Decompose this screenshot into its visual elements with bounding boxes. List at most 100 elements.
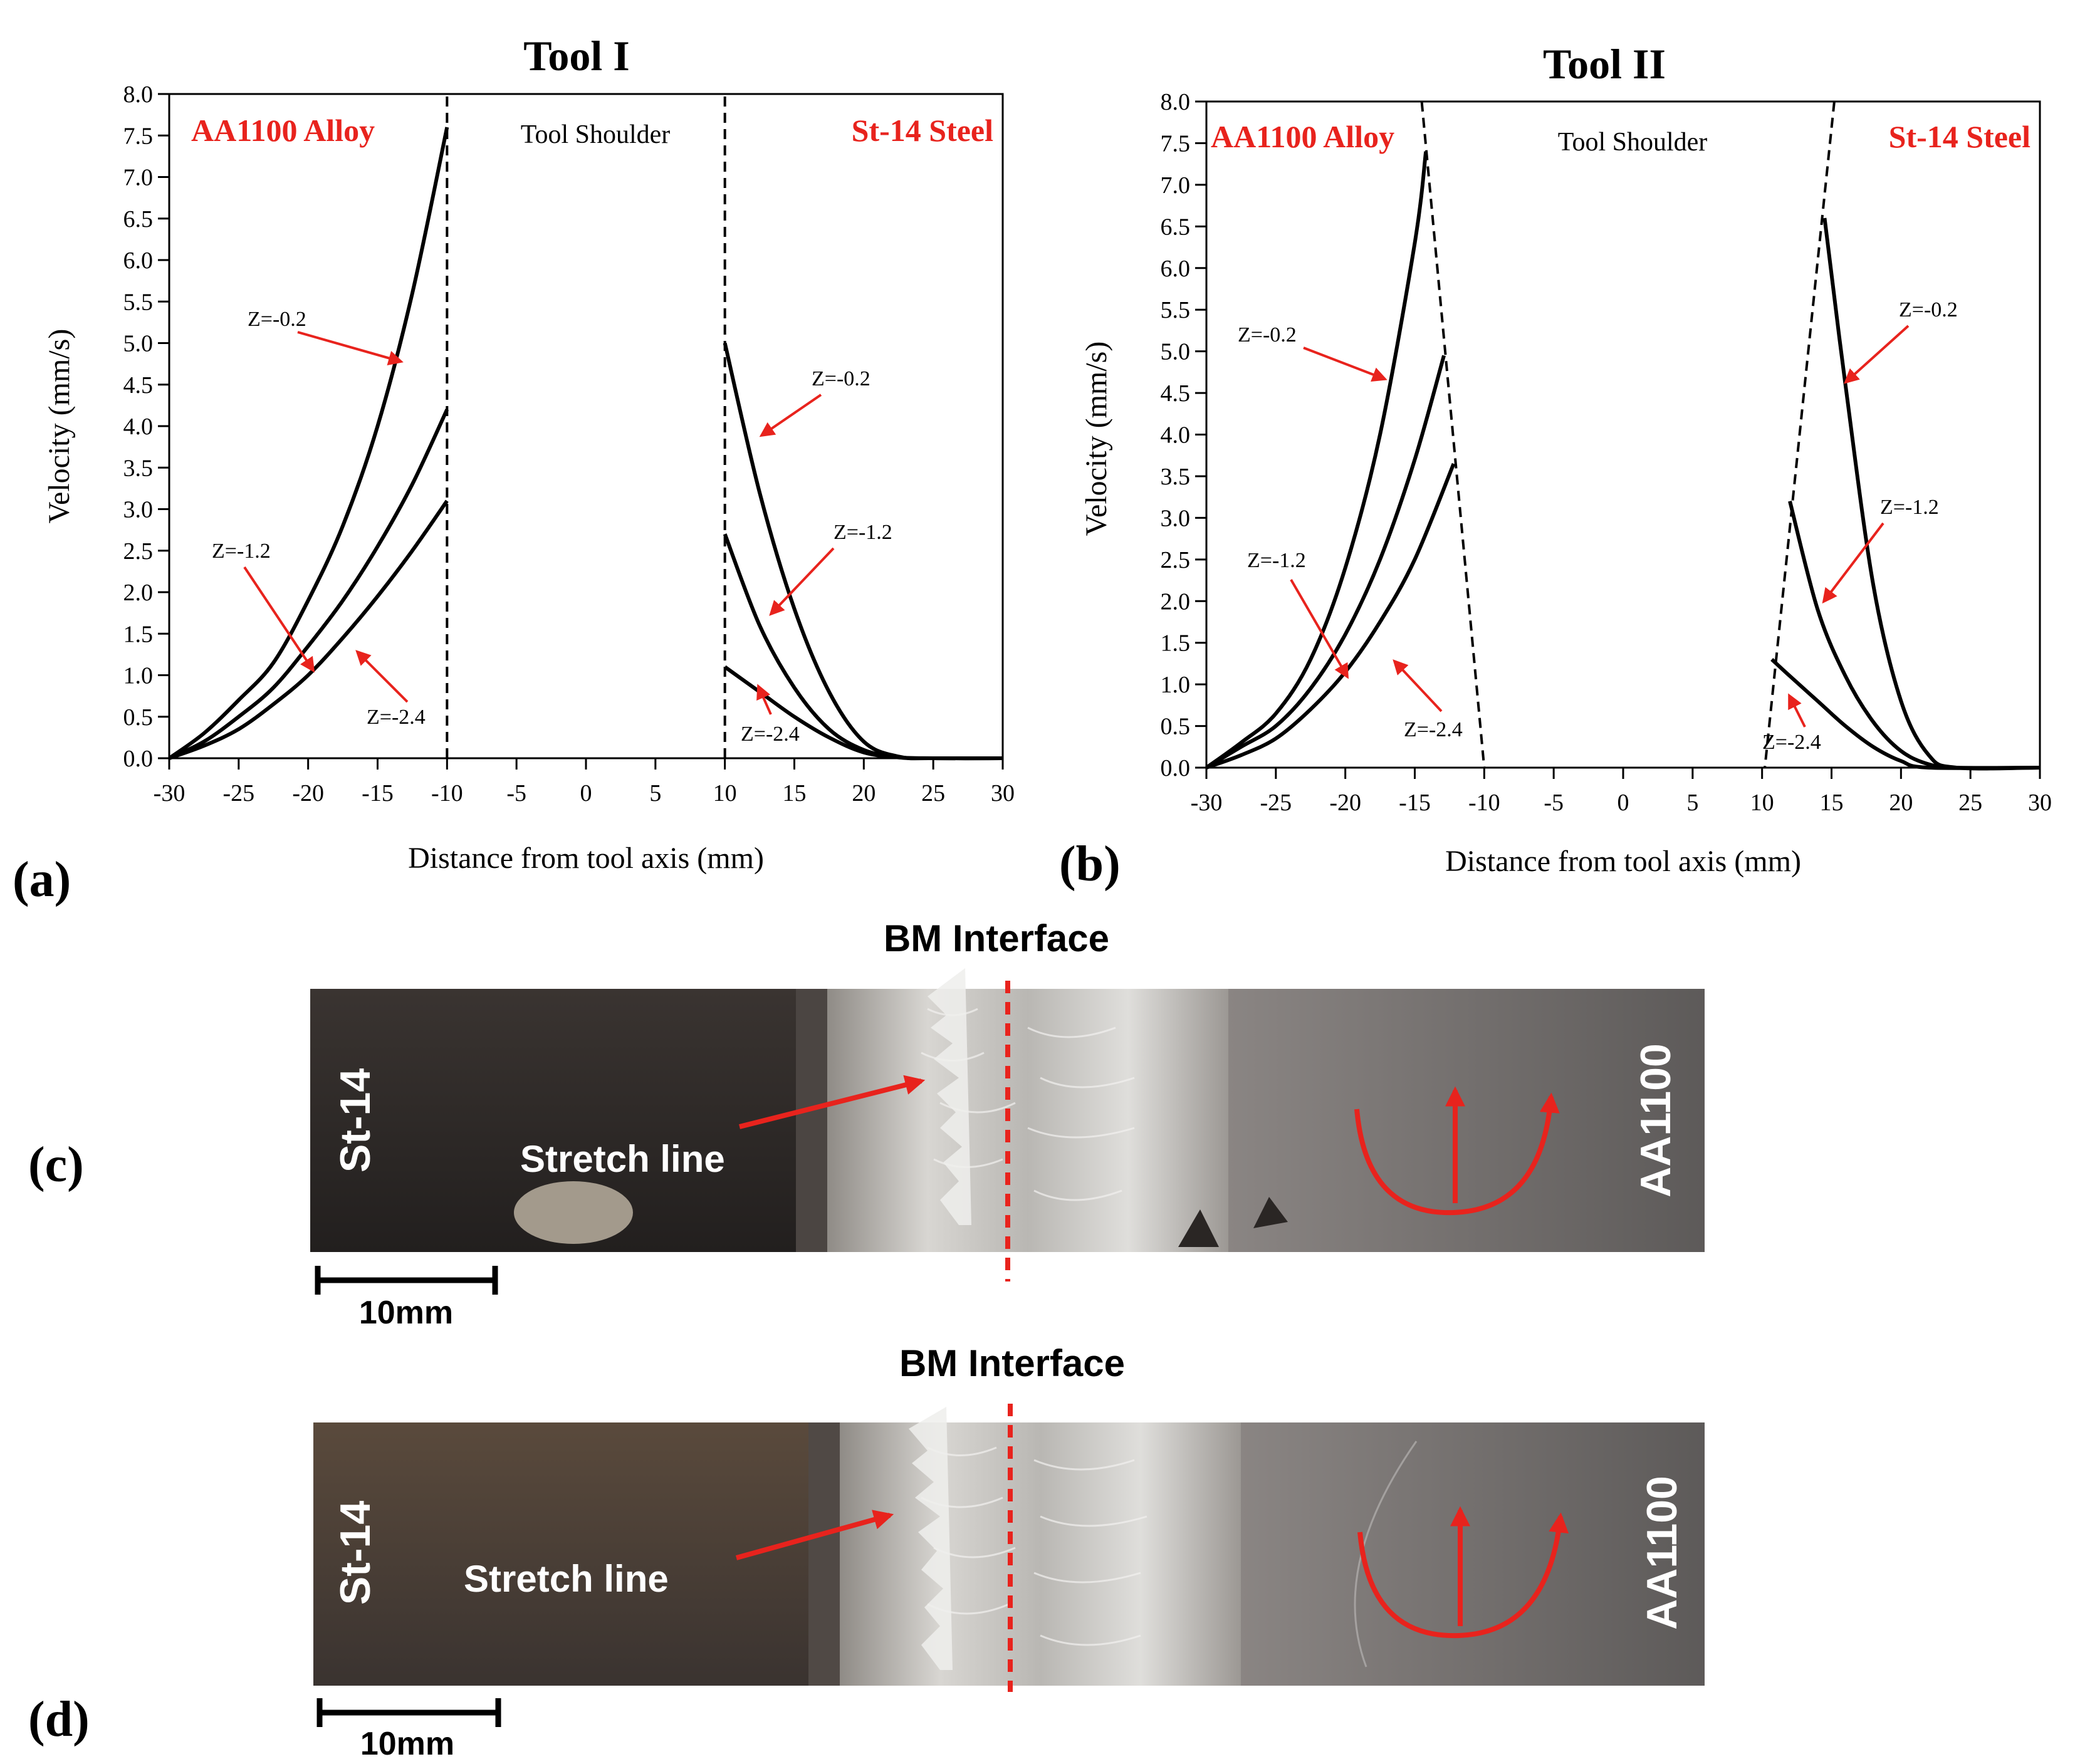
photo-heading: BM Interface xyxy=(884,917,1109,959)
annotation-z-0-2-left: Z=-0.2 xyxy=(248,308,306,331)
annotation-z-1-2-right: Z=-1.2 xyxy=(1880,496,1939,519)
y-tick-label: 5.0 xyxy=(123,331,154,357)
weld-texture xyxy=(921,1446,1147,1646)
x-tick-label: -15 xyxy=(1399,790,1431,816)
series-line-5 xyxy=(1788,501,2041,770)
annotation-z-1-2-left: Z=-1.2 xyxy=(1247,549,1306,572)
y-tick-label: 1.5 xyxy=(1161,630,1191,657)
annotation-arrow xyxy=(769,547,835,616)
axes: -30 -25 -20 -15 -10 -5 0 5 10 15 20 25 30 0.0 0.5 1.0 1.… xyxy=(1161,89,2052,816)
y-tick-label: 5.5 xyxy=(123,289,154,315)
y-tick-label: 3.5 xyxy=(123,455,154,481)
y-tick-label: 6.0 xyxy=(123,248,154,274)
region-label-aa1100: AA1100 Alloy xyxy=(1211,119,1394,154)
axes: -30 -25 -20 -15 -10 -5 0 5 10 15 20 25 30 0.0 0.5 1.0 1.… xyxy=(123,81,1015,806)
y-tick-label: 8.0 xyxy=(123,81,154,108)
y-axis-label: Velocity (mm/s) xyxy=(43,329,76,524)
y-tick-label: 8.0 xyxy=(1161,89,1191,115)
weld-flash-edge xyxy=(909,1407,953,1670)
y-tick-label: 3.0 xyxy=(1161,505,1191,531)
x-tick-label: -30 xyxy=(1191,790,1223,816)
annotation-z-1-2-left: Z=-1.2 xyxy=(212,540,271,563)
annotation-arrow xyxy=(297,331,404,366)
left-material-label: St-14 xyxy=(332,1068,379,1172)
y-tick-label: 1.0 xyxy=(123,663,154,689)
weld-photo xyxy=(310,968,1705,1252)
x-tick-label: 15 xyxy=(1820,790,1844,816)
scale-bar: 10mm xyxy=(316,1698,501,1762)
annotation-arrow xyxy=(1822,522,1884,604)
x-tick-label: 15 xyxy=(783,780,807,806)
y-tick-label: 2.5 xyxy=(123,538,154,565)
annotation-z-0-2-left: Z=-0.2 xyxy=(1238,323,1297,347)
y-tick-label: 6.5 xyxy=(1161,214,1191,240)
chart-title: Tool I xyxy=(523,32,629,80)
photo-panel-c: BM Interface St-14 AA1100 Stretch line 1… xyxy=(28,917,1705,1331)
y-tick-label: 6.0 xyxy=(1161,256,1191,282)
plot-frame xyxy=(1205,100,2041,769)
rotation-direction-icon xyxy=(1354,1086,1560,1216)
x-axis-label: Distance from tool axis (mm) xyxy=(408,842,764,875)
x-tick-label: 30 xyxy=(2028,790,2052,816)
y-tick-label: 7.0 xyxy=(123,165,154,191)
chart-tool-2: Tool II -30 -25 -20 -15 -10 -5 0 5 10 15 20 25 30 0.0… xyxy=(1059,40,2052,892)
panel-label-b: (b) xyxy=(1059,837,1121,892)
annotation-arrow xyxy=(759,394,822,437)
series-line-2 xyxy=(1205,355,1446,770)
annotation-arrow xyxy=(1844,325,1910,384)
x-axis-label: Distance from tool axis (mm) xyxy=(1445,845,1801,878)
shoulder-boundaries xyxy=(1420,101,1836,768)
y-tick-label: 4.5 xyxy=(123,372,154,399)
steel-mark xyxy=(514,1181,633,1244)
x-tick-label: 10 xyxy=(1750,790,1774,816)
x-tick-label: 25 xyxy=(921,780,945,806)
y-tick-label: 2.0 xyxy=(123,580,154,606)
y-tick-label: 7.0 xyxy=(1161,172,1191,199)
weld-zone xyxy=(827,989,1228,1252)
photo-panel-d: BM Interface St-14 AA1100 Stretch line 1… xyxy=(28,1342,1705,1762)
y-tick-label: 3.5 xyxy=(1161,464,1191,490)
scale-bar-label: 10mm xyxy=(360,1726,454,1762)
x-tick-label: -25 xyxy=(1260,790,1292,816)
annotation-z-2-4-right: Z=-2.4 xyxy=(1762,731,1821,754)
x-tick-label: 0 xyxy=(1618,790,1629,816)
right-material-label: AA1100 xyxy=(1632,1043,1680,1198)
y-tick-label: 0.5 xyxy=(123,704,154,731)
y-tick-label: 0.0 xyxy=(123,746,154,772)
y-tick-label: 0.0 xyxy=(1161,755,1191,781)
y-tick-label: 5.5 xyxy=(1161,297,1191,323)
annotation-arrow xyxy=(1303,347,1388,382)
x-tick-label: 5 xyxy=(1686,790,1698,816)
region-label-tool-shoulder: Tool Shoulder xyxy=(521,120,671,149)
y-tick-label: 4.0 xyxy=(123,414,154,440)
weld-zone xyxy=(840,1422,1241,1686)
annotation-arrow xyxy=(355,650,409,703)
data-series xyxy=(1205,151,2041,771)
x-tick-label: -20 xyxy=(1329,790,1361,816)
annotation-z-2-4-left: Z=-2.4 xyxy=(1404,718,1463,741)
annotation-z-0-2-right: Z=-0.2 xyxy=(1899,298,1958,321)
x-tick-label: -5 xyxy=(506,780,526,806)
x-tick-label: -25 xyxy=(223,780,255,806)
y-tick-label: 2.5 xyxy=(1161,547,1191,573)
y-axis-label: Velocity (mm/s) xyxy=(1080,342,1113,536)
x-tick-label: 30 xyxy=(991,780,1015,806)
aluminum-plate-region xyxy=(1228,989,1705,1252)
chart-tool-1: Tool I -30 -25 -20 -15 -10 -5 0 5 10 15 20 25 30 0.0 0… xyxy=(13,32,1015,907)
x-tick-label: -10 xyxy=(431,780,463,806)
y-tick-label: 6.5 xyxy=(123,206,154,232)
panel-label-a: (a) xyxy=(13,852,71,907)
data-series xyxy=(168,127,1003,761)
x-tick-label: 25 xyxy=(1958,790,1982,816)
rotation-direction-icon xyxy=(1357,1506,1569,1639)
x-tick-label: -30 xyxy=(154,780,186,806)
y-tick-label: 4.0 xyxy=(1161,422,1191,449)
annotation-arrow xyxy=(1393,659,1443,712)
x-tick-label: -20 xyxy=(292,780,324,806)
panel-label-d: (d) xyxy=(28,1692,90,1747)
aluminum-scratch xyxy=(1178,1209,1219,1247)
steel-plate-region xyxy=(313,1422,840,1686)
shoulder-boundaries xyxy=(446,94,726,758)
y-tick-label: 5.0 xyxy=(1161,339,1191,365)
